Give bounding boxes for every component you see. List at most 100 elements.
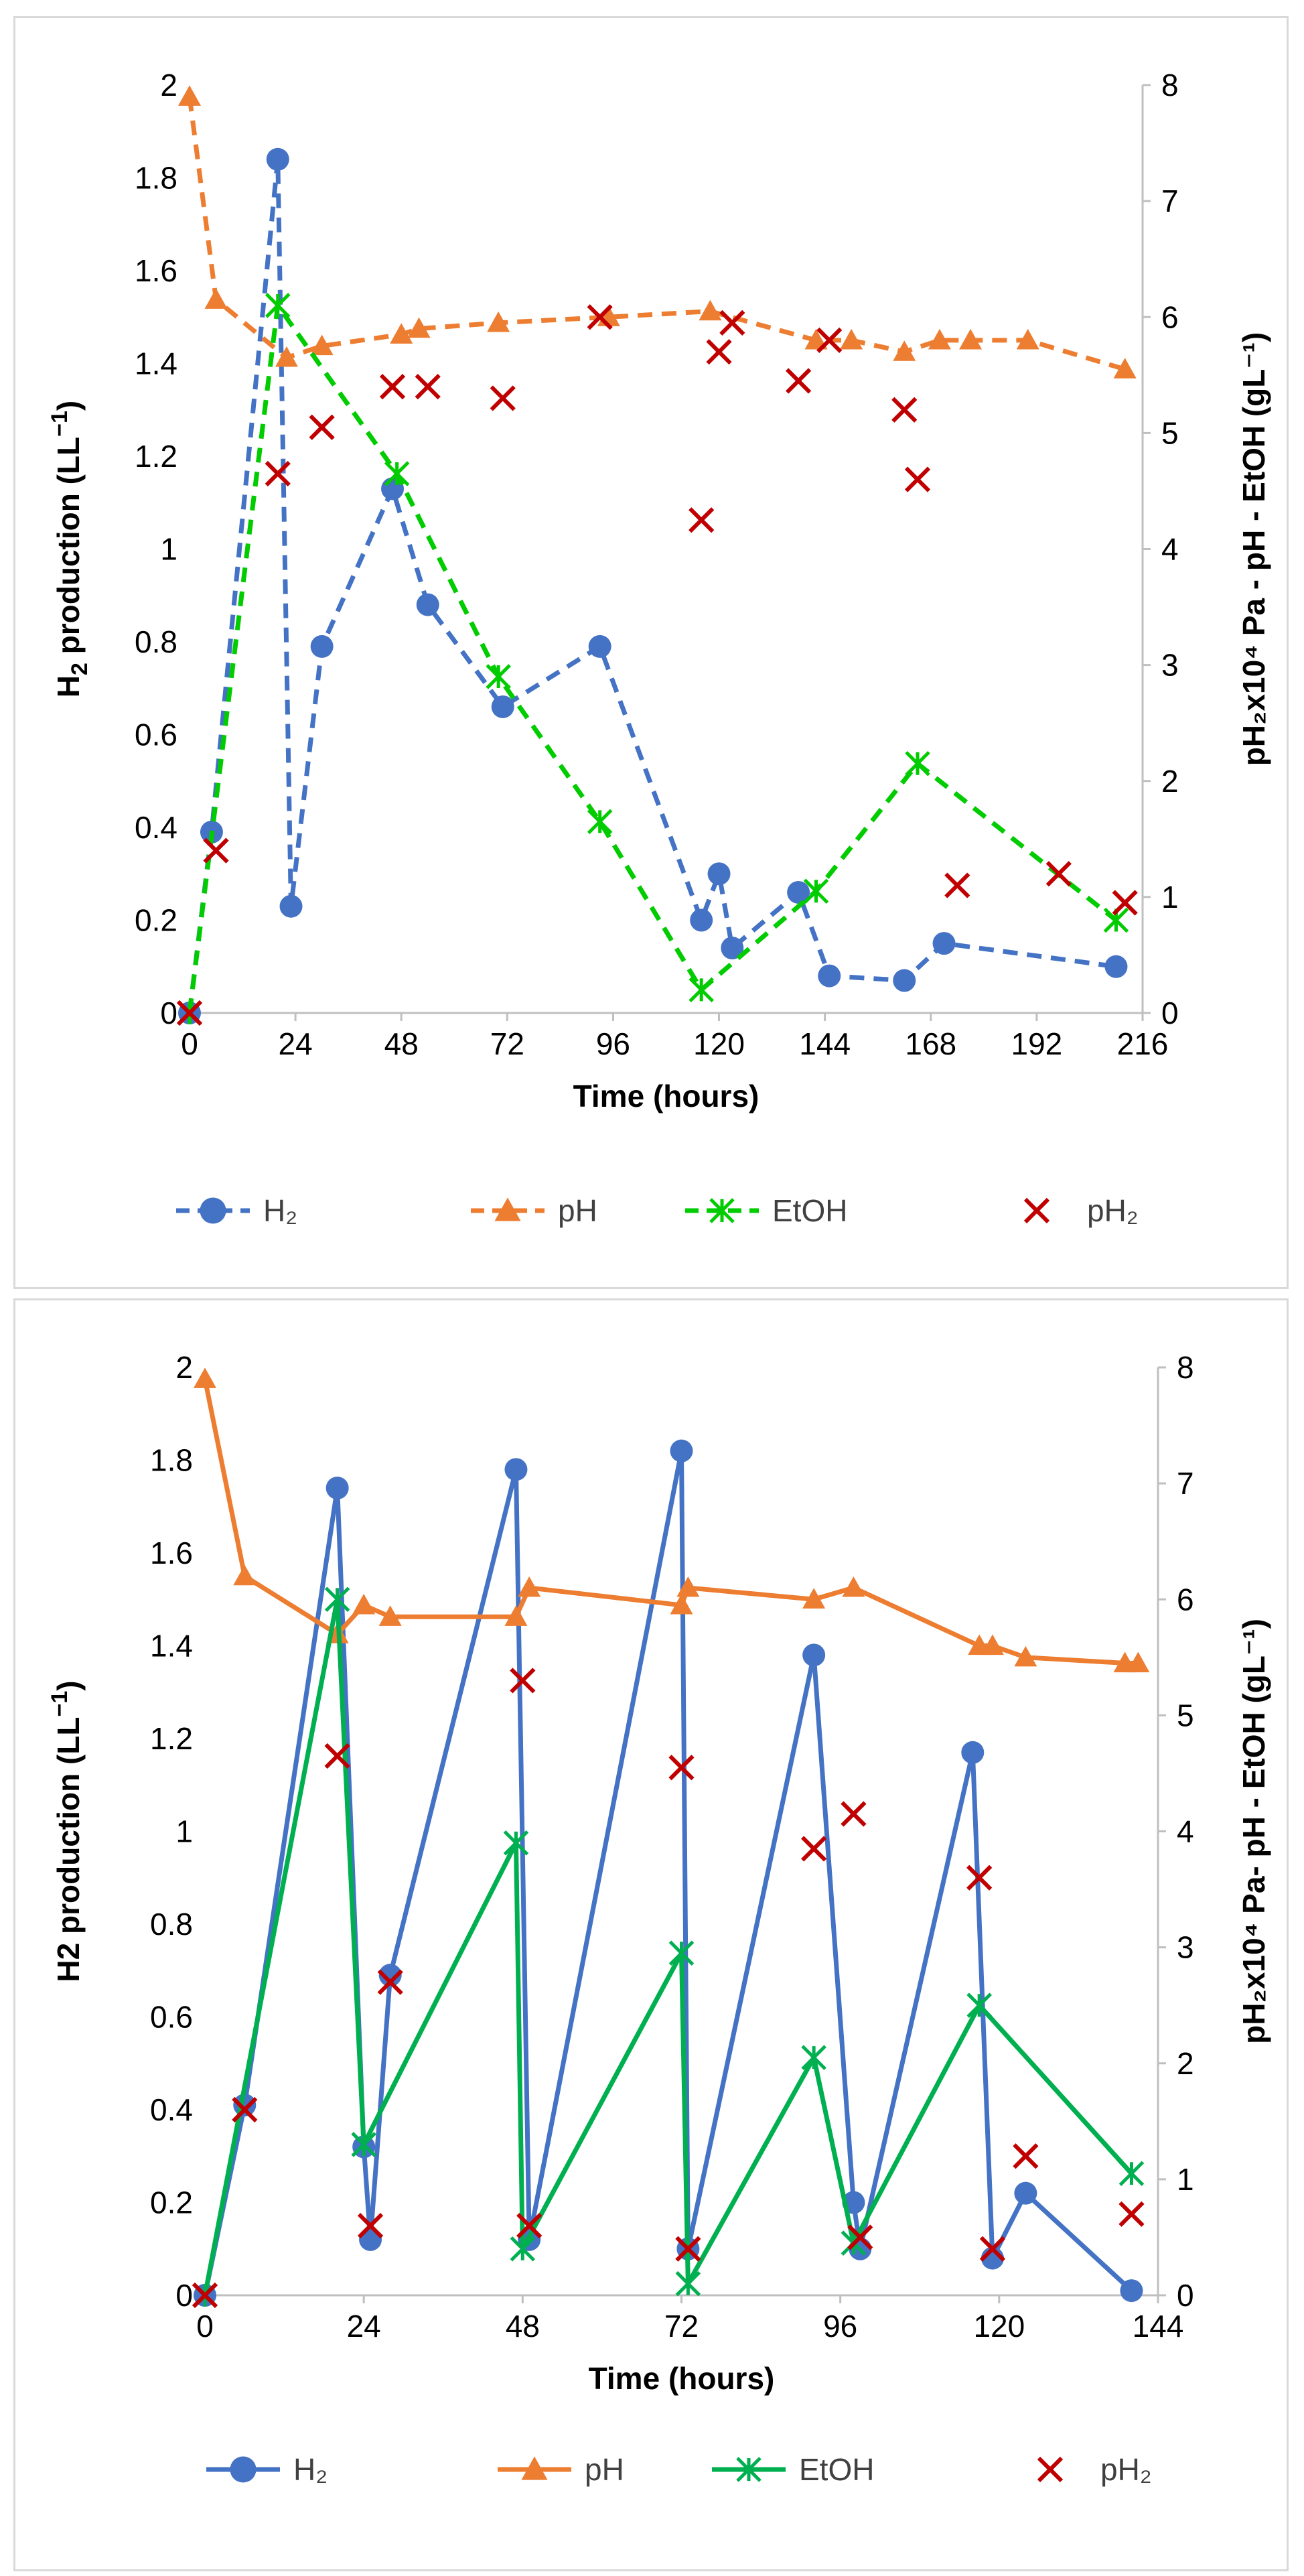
x-tick-label: 72 bbox=[664, 2309, 699, 2344]
data-point bbox=[891, 397, 918, 423]
legend-marker bbox=[494, 1197, 521, 1221]
legend-item: pH₂ bbox=[1023, 1193, 1139, 1228]
data-point bbox=[841, 1801, 867, 1827]
data-point bbox=[379, 374, 406, 400]
y-left-tick-label: 1.2 bbox=[135, 439, 177, 474]
y-left-tick-label: 0 bbox=[160, 996, 177, 1030]
x-tick-label: 168 bbox=[905, 1026, 956, 1061]
data-point bbox=[842, 1576, 865, 1597]
data-point bbox=[503, 1830, 529, 1856]
series-line bbox=[202, 1597, 1134, 2296]
y-left-tick-label: 0.8 bbox=[135, 624, 177, 659]
data-point bbox=[670, 1593, 693, 1615]
x-tick-label: 72 bbox=[490, 1026, 524, 1061]
data-point bbox=[504, 1458, 528, 1481]
data-point bbox=[390, 323, 413, 344]
y-right-tick-label: 4 bbox=[1161, 532, 1179, 567]
series-line bbox=[187, 157, 1116, 1014]
y-right-tick-label: 4 bbox=[1177, 1814, 1194, 1849]
y-right-tick-label: 2 bbox=[1161, 764, 1179, 799]
chart-panel-b: 0 24 48 72 96 120 144 0 0.2 0.4 0.6 0.8 1 1.2 1.4 1.6 1.… bbox=[13, 1298, 1289, 2571]
x-tick-label: 48 bbox=[384, 1026, 419, 1061]
legend-label: pH₂ bbox=[1100, 2452, 1152, 2487]
data-point bbox=[178, 85, 201, 106]
data-point bbox=[1118, 2201, 1145, 2227]
x-tick-label: 120 bbox=[973, 2309, 1025, 2344]
data-point bbox=[588, 634, 611, 658]
y-left-tick-label: 1.8 bbox=[150, 1443, 193, 1478]
data-point bbox=[487, 311, 510, 332]
legend-item: pH bbox=[498, 2452, 624, 2487]
data-point bbox=[893, 969, 916, 992]
series-0 bbox=[194, 1439, 1143, 2307]
data-point bbox=[266, 147, 289, 171]
y-right-tick-label: 1 bbox=[1161, 880, 1179, 914]
y-left-tick-label: 0.2 bbox=[150, 2185, 193, 2220]
data-point bbox=[407, 317, 431, 338]
data-point bbox=[1112, 890, 1138, 916]
data-point bbox=[1014, 1645, 1037, 1667]
y-left-tick-label: 0.6 bbox=[135, 718, 177, 752]
data-point bbox=[1016, 328, 1039, 350]
y-left-tick-label: 0.2 bbox=[135, 903, 177, 938]
series-line bbox=[202, 1448, 1133, 2296]
data-point bbox=[904, 466, 931, 492]
data-point bbox=[801, 1836, 827, 1862]
chart-panel-a: 0 24 48 72 96 120 144 168 192 216 0 0.2 0.4 0.6 0.8 1 1.… bbox=[13, 16, 1289, 1289]
legend-marker bbox=[1037, 2456, 1064, 2483]
data-point bbox=[676, 1576, 700, 1597]
data-point bbox=[801, 2045, 826, 2070]
data-point bbox=[324, 1586, 350, 1613]
data-point bbox=[721, 937, 744, 960]
legend-label: H₂ bbox=[293, 2452, 328, 2487]
series-1 bbox=[194, 1367, 1150, 1673]
data-point bbox=[675, 2236, 701, 2262]
data-point bbox=[587, 809, 613, 835]
y-left-tick-label: 0.8 bbox=[150, 1907, 193, 1942]
data-point bbox=[351, 2132, 376, 2157]
data-point bbox=[518, 1576, 541, 1597]
legend-marker bbox=[521, 2456, 548, 2480]
x-tick-label: 96 bbox=[596, 1026, 630, 1061]
y-left-axis-title: H2 production (LL−1) bbox=[47, 401, 92, 698]
chart-a-svg: 0 24 48 72 96 120 144 168 192 21600.20.40.60.811.… bbox=[47, 68, 1271, 1228]
data-point bbox=[675, 2270, 701, 2297]
legend-item: pH₂ bbox=[1037, 2452, 1152, 2487]
legend-item: H₂ bbox=[176, 1193, 297, 1228]
legend-marker bbox=[736, 2457, 762, 2482]
y-right-tick-label: 0 bbox=[1161, 996, 1179, 1030]
data-point bbox=[275, 346, 298, 367]
legend-marker bbox=[709, 1198, 735, 1223]
data-point bbox=[516, 2213, 542, 2239]
data-point bbox=[905, 751, 930, 776]
legend-marker bbox=[200, 1197, 226, 1224]
data-point bbox=[893, 340, 916, 361]
data-point bbox=[847, 2224, 873, 2250]
y-left-tick-label: 1 bbox=[160, 532, 177, 567]
data-point bbox=[959, 328, 983, 350]
data-point bbox=[786, 368, 812, 394]
data-point bbox=[802, 1643, 826, 1667]
data-point bbox=[689, 977, 714, 1003]
data-point bbox=[265, 460, 291, 487]
y-left-tick-label: 0.6 bbox=[150, 2000, 193, 2035]
data-point bbox=[804, 328, 828, 350]
data-point bbox=[324, 1743, 350, 1769]
data-point bbox=[504, 1605, 528, 1626]
y-left-tick-label: 2 bbox=[175, 1350, 193, 1385]
data-point bbox=[309, 414, 335, 440]
data-point bbox=[357, 2213, 384, 2239]
x-tick-label: 24 bbox=[347, 2309, 381, 2344]
data-point bbox=[325, 1477, 349, 1500]
y-right-tick-label: 0 bbox=[1177, 2278, 1194, 2313]
data-point bbox=[491, 695, 514, 718]
data-point bbox=[1113, 358, 1137, 379]
y-right-tick-label: 6 bbox=[1161, 299, 1179, 334]
data-point bbox=[668, 1755, 695, 1781]
legend-item: EtOH bbox=[685, 1193, 847, 1228]
legend-label: EtOH bbox=[772, 1193, 847, 1228]
data-point bbox=[490, 385, 516, 411]
data-point bbox=[378, 1964, 402, 1987]
data-point bbox=[981, 1634, 1004, 1655]
y-right-tick-label: 8 bbox=[1161, 68, 1179, 103]
